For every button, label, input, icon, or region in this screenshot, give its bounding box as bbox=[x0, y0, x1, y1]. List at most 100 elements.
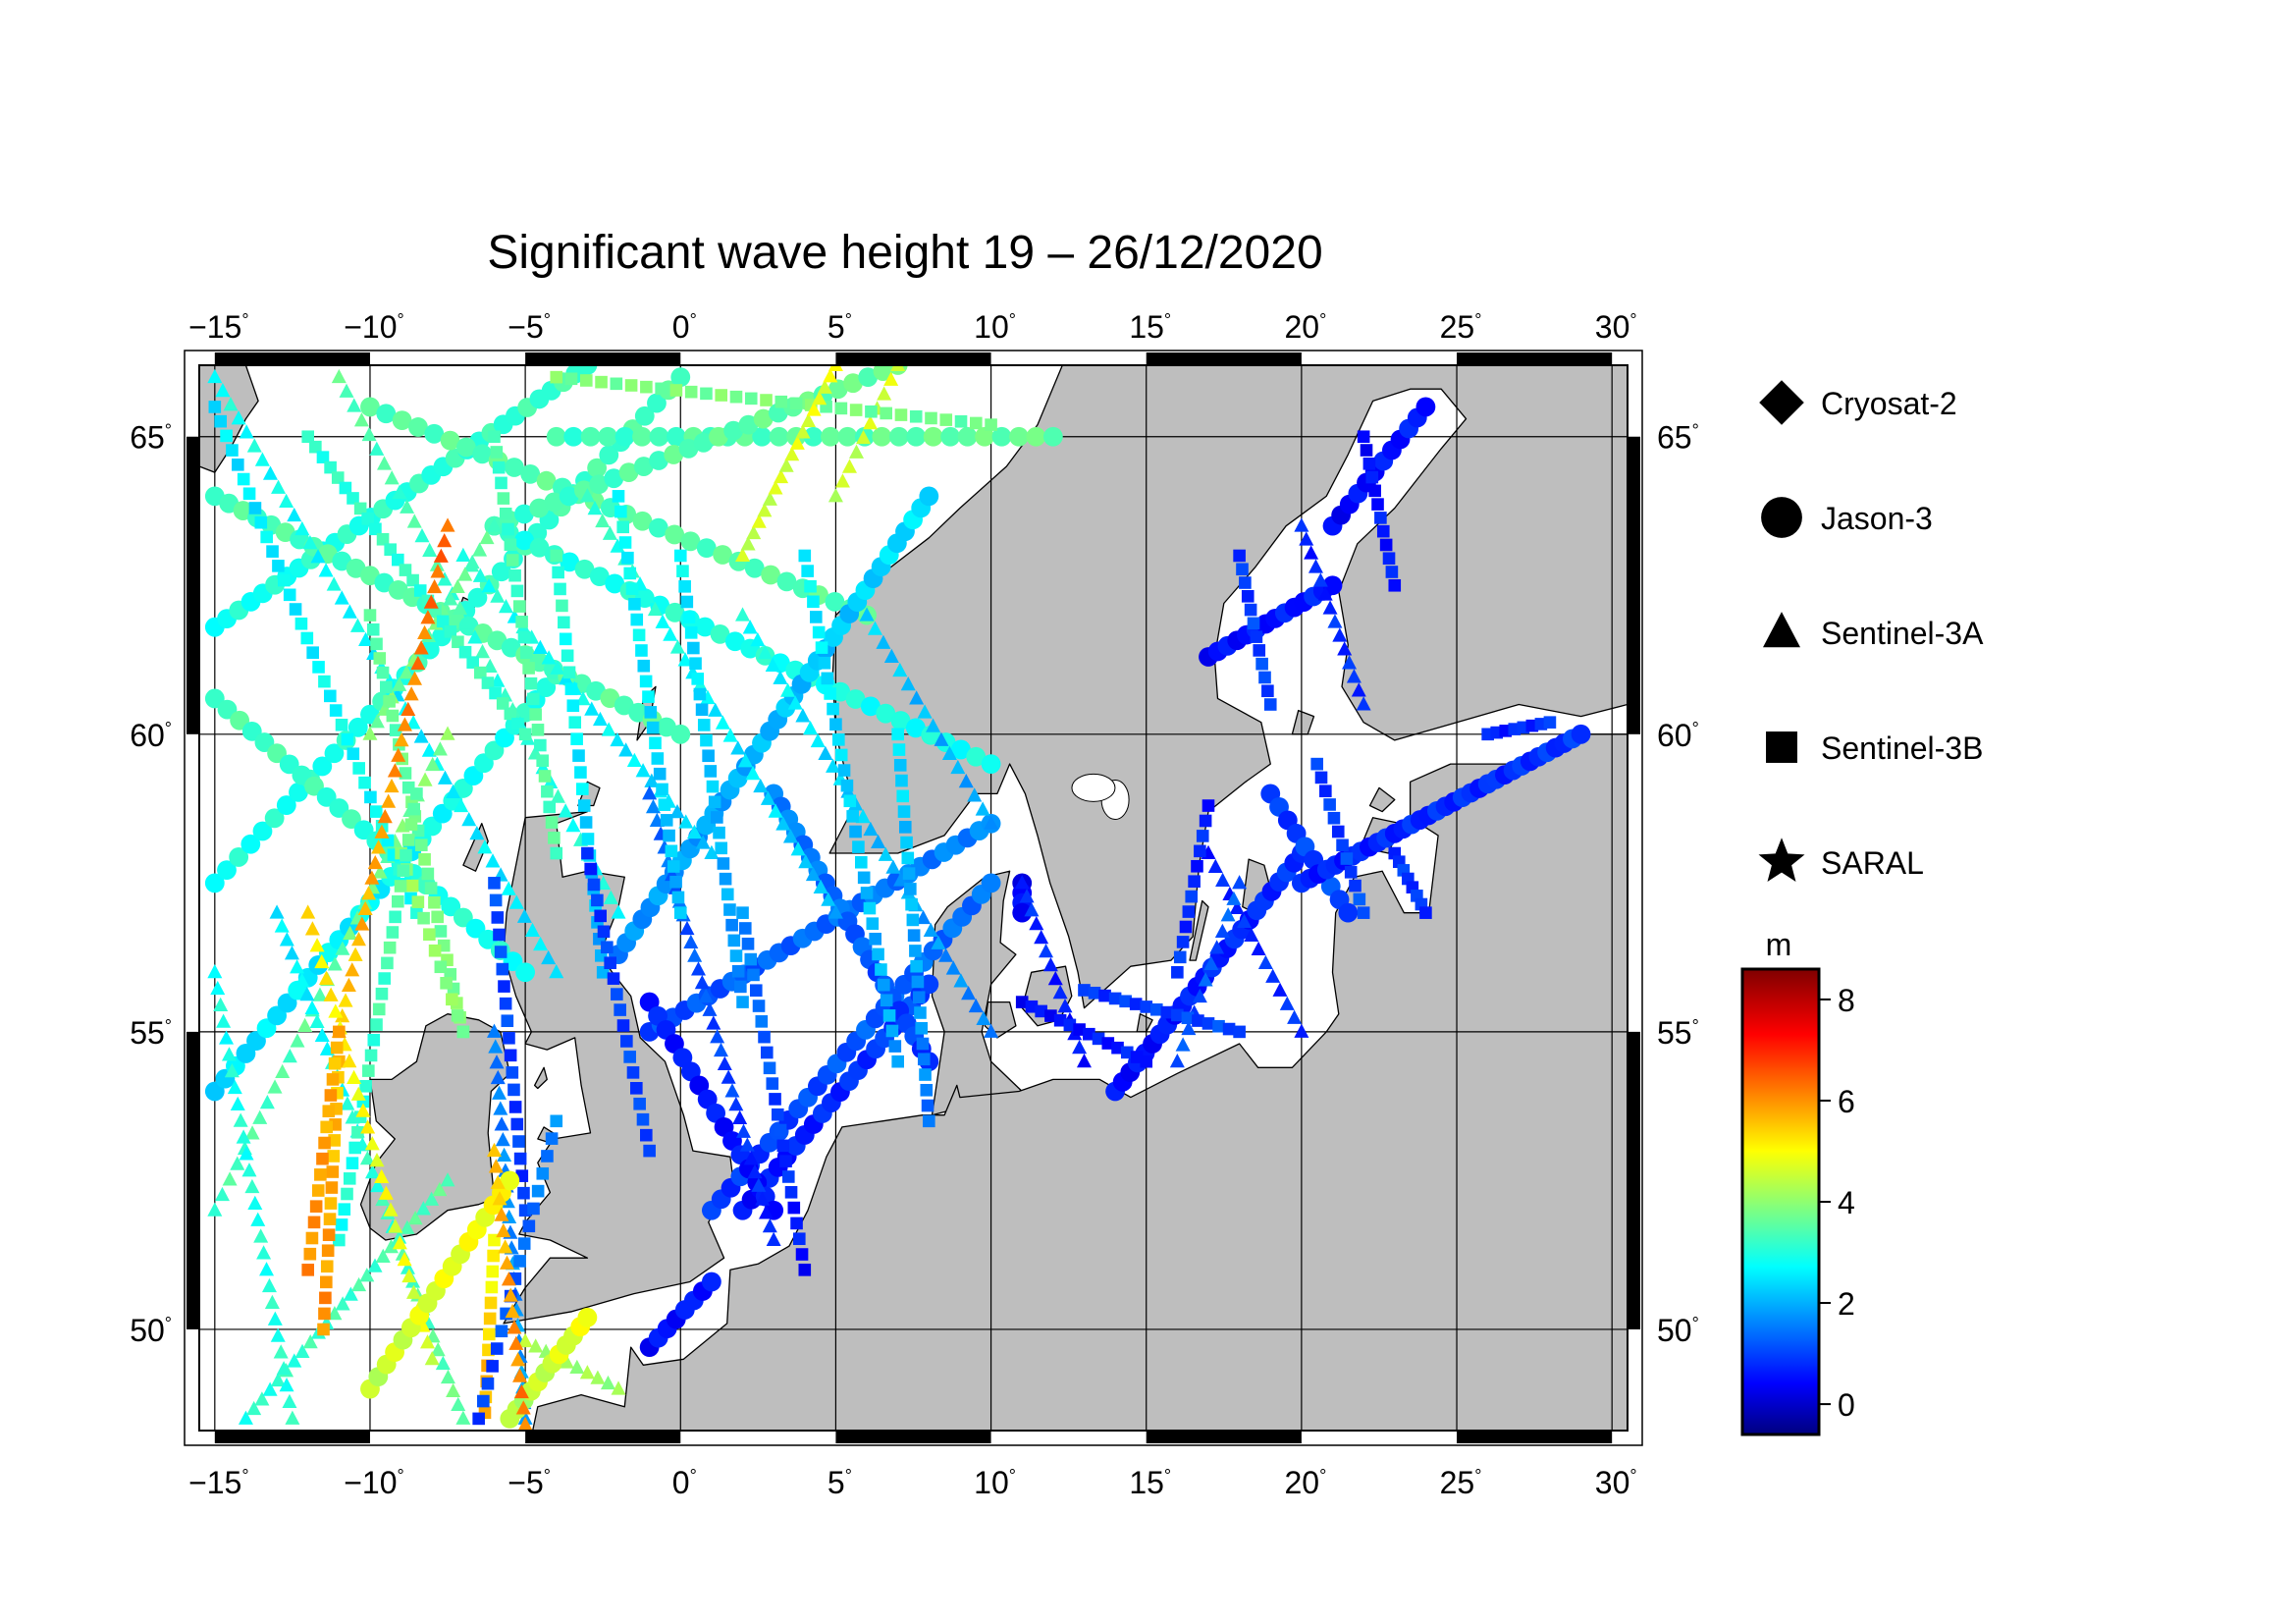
sentinel3b-point bbox=[1253, 644, 1266, 657]
sentinel3a-point bbox=[828, 904, 843, 919]
sentinel3a-point bbox=[746, 524, 762, 540]
frame-bar-top bbox=[835, 352, 991, 364]
jason3-point bbox=[649, 451, 668, 470]
sentinel3a-point bbox=[787, 695, 803, 710]
legend-item-cryosat-2: Cryosat-2 bbox=[1759, 380, 1957, 425]
lon-tick-top: 30° bbox=[1595, 309, 1637, 345]
sentinel3a-point bbox=[893, 872, 909, 887]
jason3-point bbox=[598, 426, 618, 447]
sentinel3a-point bbox=[369, 1152, 385, 1167]
sentinel3b-point bbox=[894, 408, 908, 421]
jason3-point bbox=[919, 974, 939, 995]
sentinel3b-point bbox=[787, 1201, 801, 1215]
sentinel3b-point bbox=[1194, 844, 1206, 858]
sentinel3a-point bbox=[219, 1030, 235, 1045]
map-panel: −15° −15° −10° −10° −5° −5° 0° 0° 5° 5° 10° 10° 15° 1… bbox=[130, 309, 1699, 1500]
sentinel3b-point bbox=[531, 1184, 545, 1198]
sentinel3b-point bbox=[328, 1134, 341, 1147]
sentinel3a-point bbox=[472, 542, 488, 557]
sentinel3b-point bbox=[397, 864, 410, 878]
lon-tick-top: −5° bbox=[507, 309, 551, 345]
sentinel3a-point bbox=[686, 824, 702, 839]
jason3-point bbox=[709, 426, 728, 447]
sentinel3a-point bbox=[1052, 985, 1068, 1000]
sentinel3a-point bbox=[524, 922, 540, 937]
sentinel3b-point bbox=[970, 416, 983, 430]
sentinel3b-point bbox=[527, 1202, 540, 1216]
sentinel3a-point bbox=[446, 784, 461, 799]
sentinel3b-point bbox=[434, 960, 448, 974]
sentinel3b-point bbox=[1382, 552, 1396, 566]
sentinel3b-point bbox=[863, 901, 877, 915]
sentinel3b-point bbox=[562, 666, 576, 679]
sentinel3a-point bbox=[213, 997, 229, 1011]
sentinel3b-point bbox=[1353, 893, 1366, 906]
sentinel3b-point bbox=[625, 582, 639, 595]
sentinel3a-point bbox=[284, 946, 299, 960]
jason3-point bbox=[514, 504, 534, 524]
sentinel3a-point bbox=[359, 1268, 375, 1282]
sentinel3a-point bbox=[362, 726, 378, 740]
sentinel3a-point bbox=[440, 1369, 455, 1384]
sentinel3a-point bbox=[1257, 954, 1273, 969]
sentinel3b-point bbox=[891, 1055, 904, 1068]
sentinel3b-point bbox=[384, 543, 397, 556]
sentinel3a-point bbox=[331, 368, 347, 384]
sentinel3a-point bbox=[262, 465, 278, 480]
sentinel3b-point bbox=[755, 1015, 769, 1028]
sentinel3b-point bbox=[474, 666, 487, 679]
sentinel3b-point bbox=[566, 699, 580, 713]
sentinel3a-point bbox=[778, 458, 794, 472]
jason3-point bbox=[803, 426, 824, 447]
sentinel3b-point bbox=[511, 718, 524, 730]
sentinel3b-point bbox=[323, 1213, 337, 1225]
sentinel3b-point bbox=[507, 1083, 520, 1097]
sentinel3b-point bbox=[428, 895, 441, 909]
sentinel3b-point bbox=[506, 554, 519, 567]
sentinel3b-point bbox=[481, 1377, 495, 1390]
sentinel3a-point bbox=[354, 916, 370, 931]
sentinel3b-point bbox=[667, 860, 680, 873]
sentinel3b-point bbox=[208, 401, 222, 413]
jason3-point bbox=[648, 517, 668, 538]
sentinel3b-point bbox=[331, 471, 345, 484]
colorbar-ticks: 0 2 4 6 8 bbox=[1819, 983, 1855, 1423]
legend-label: Cryosat-2 bbox=[1821, 386, 1957, 421]
sentinel3a-point bbox=[342, 1053, 357, 1068]
sentinel3a-point bbox=[294, 973, 310, 988]
sentinel3b-point bbox=[389, 724, 402, 736]
sentinel3b-point bbox=[860, 887, 874, 899]
sentinel3b-point bbox=[651, 752, 665, 765]
sentinel3a-point bbox=[644, 773, 660, 787]
sentinel3a-point bbox=[747, 1163, 763, 1179]
sentinel3a-point bbox=[314, 953, 330, 969]
sentinel3b-point bbox=[436, 615, 450, 628]
sentinel3a-point bbox=[351, 1276, 367, 1292]
jason3-point bbox=[1571, 724, 1591, 744]
star-icon bbox=[1758, 838, 1805, 882]
sentinel3a-point bbox=[437, 533, 453, 548]
sentinel3b-point bbox=[623, 1051, 636, 1063]
sentinel3b-point bbox=[353, 502, 367, 515]
sentinel3a-point bbox=[309, 938, 325, 952]
sentinel3a-point bbox=[493, 1101, 508, 1115]
sentinel3a-point bbox=[677, 652, 693, 667]
lon-tick-top: 25° bbox=[1440, 309, 1482, 345]
sentinel3b-point bbox=[1073, 1023, 1086, 1036]
circle-icon bbox=[1761, 497, 1802, 538]
sentinel3b-point bbox=[495, 1325, 508, 1338]
sentinel3a-point bbox=[1029, 916, 1044, 931]
sentinel3a-point bbox=[1047, 971, 1063, 986]
sentinel3b-point bbox=[289, 603, 302, 616]
sentinel3a-point bbox=[909, 690, 925, 705]
sentinel3b-point bbox=[1239, 576, 1252, 589]
jason3-point bbox=[347, 717, 368, 737]
sentinel3a-point bbox=[406, 671, 422, 685]
sentinel3b-point bbox=[917, 1053, 931, 1066]
frame-bar-left bbox=[187, 1031, 198, 1329]
jason3-point bbox=[529, 498, 550, 518]
jason3-point bbox=[876, 703, 896, 724]
sentinel3b-point bbox=[561, 649, 574, 663]
sentinel3b-point bbox=[404, 818, 418, 832]
colorbar-gradient bbox=[1740, 967, 1821, 1436]
